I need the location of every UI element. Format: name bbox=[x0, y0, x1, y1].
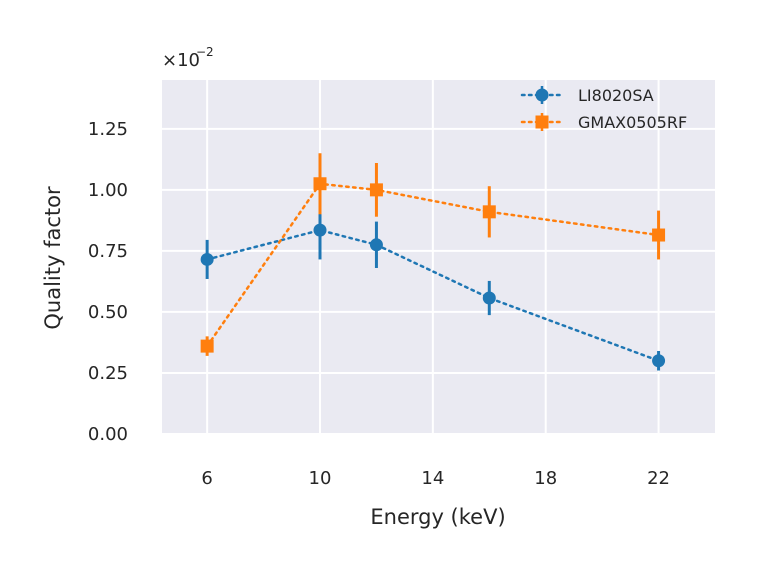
data-point bbox=[652, 354, 666, 368]
y-offset-base: ×10 bbox=[162, 50, 200, 71]
data-point bbox=[313, 223, 327, 237]
x-tick-label: 14 bbox=[421, 468, 444, 489]
legend-item: LI8020SA bbox=[520, 86, 654, 105]
series-GMAX0505RF bbox=[200, 153, 666, 356]
data-series bbox=[200, 153, 666, 371]
series-LI8020SA bbox=[200, 200, 666, 371]
legend-label: GMAX0505RF bbox=[578, 113, 687, 132]
data-point bbox=[313, 177, 327, 191]
y-axis-label: Quality factor bbox=[41, 186, 65, 330]
legend-label: LI8020SA bbox=[578, 86, 654, 105]
data-point bbox=[200, 252, 214, 266]
y-tick-label: 0.00 bbox=[88, 424, 128, 445]
legend-marker bbox=[535, 115, 549, 129]
y-offset-exponent: −2 bbox=[196, 45, 214, 59]
y-tick-label: 1.25 bbox=[88, 119, 128, 140]
y-tick-label: 0.75 bbox=[88, 241, 128, 262]
x-tick-label: 6 bbox=[201, 468, 212, 489]
data-point bbox=[482, 205, 496, 219]
legend-marker bbox=[535, 88, 549, 102]
plot-background bbox=[162, 80, 715, 434]
legend-item: GMAX0505RF bbox=[520, 113, 687, 132]
y-tick-label: 0.25 bbox=[88, 363, 128, 384]
x-tick-label: 18 bbox=[534, 468, 557, 489]
data-point bbox=[369, 183, 383, 197]
data-point bbox=[482, 291, 496, 305]
x-tick-label: 22 bbox=[647, 468, 670, 489]
legend: LI8020SA GMAX0505RF bbox=[520, 86, 687, 132]
y-tick-label: 1.00 bbox=[88, 180, 128, 201]
y-tick-label: 0.50 bbox=[88, 302, 128, 323]
x-tick-label: 10 bbox=[309, 468, 332, 489]
axis-ticks: 6 10 14 18 22 0.00 0.25 0.50 0.75 1.00 1.25 bbox=[88, 119, 670, 489]
data-point bbox=[652, 228, 666, 242]
x-axis-label: Energy (keV) bbox=[370, 505, 505, 529]
data-point bbox=[200, 339, 214, 353]
data-point bbox=[369, 238, 383, 252]
